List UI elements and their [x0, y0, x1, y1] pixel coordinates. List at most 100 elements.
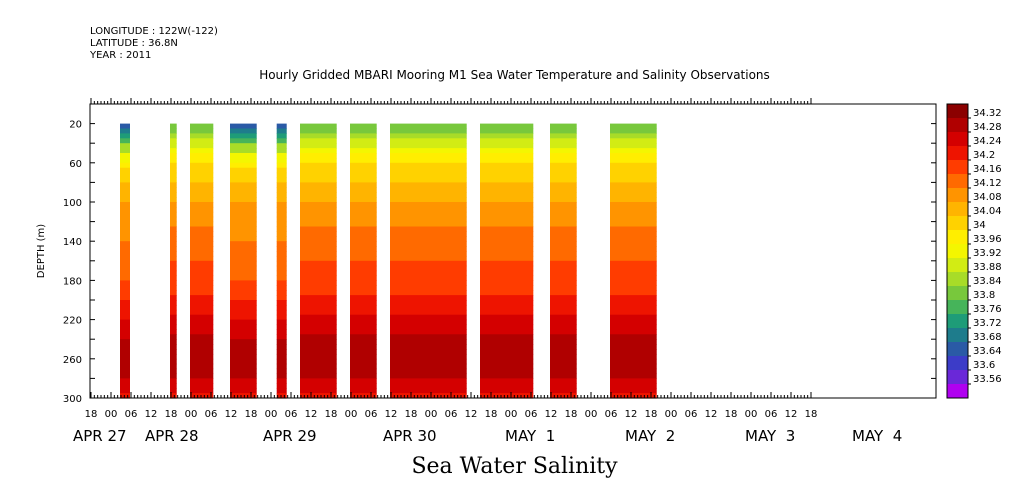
data-segment-7-cell	[390, 167, 467, 174]
data-segment-5-cell	[300, 202, 337, 208]
data-segment-7-cell	[390, 221, 467, 228]
x-tick-label: 00	[345, 409, 358, 420]
x-tick-label: 06	[125, 409, 138, 420]
data-segment-9-cell	[550, 246, 577, 252]
data-segment-9-cell	[550, 211, 577, 218]
data-segment-0-cell	[120, 202, 130, 208]
data-segment-6-cell	[350, 295, 377, 301]
data-segment-4-cell	[276, 319, 287, 326]
data-segment-6-cell	[350, 221, 377, 228]
data-segment-2-cell	[190, 378, 214, 384]
data-segment-5-cell	[300, 334, 337, 340]
data-segment-6-cell	[350, 162, 377, 169]
data-segment-9-cell	[550, 221, 577, 228]
data-segment-0-cell	[120, 300, 130, 306]
x-date-label: APR 28	[145, 427, 199, 445]
data-segment-5-cell	[300, 285, 337, 291]
x-tick-label: 06	[205, 409, 218, 420]
data-segment-4-cell	[276, 182, 287, 188]
data-segment-7-cell	[390, 329, 467, 335]
data-segment-10-cell	[610, 221, 657, 228]
colorbar-label: 33.96	[973, 234, 1002, 245]
data-segment-3-cell	[230, 344, 257, 350]
colorbar-swatch	[947, 104, 968, 119]
data-segment-7-cell	[390, 339, 467, 345]
data-segment-3-cell	[230, 388, 257, 394]
data-segment-5-cell	[300, 192, 337, 198]
data-segment-5-cell	[300, 226, 337, 232]
data-segment-7-cell	[390, 363, 467, 370]
data-segment-1-cell	[170, 339, 177, 345]
data-segment-0-cell	[120, 353, 130, 360]
data-segment-2-cell	[190, 246, 214, 252]
data-segment-2-cell	[190, 280, 214, 286]
data-segment-4-cell	[276, 275, 287, 281]
data-segment-7-cell	[390, 157, 467, 164]
data-segment-8-cell	[480, 388, 534, 394]
plot-area	[120, 123, 657, 399]
data-segment-9-cell	[550, 197, 577, 203]
data-segment-1-cell	[170, 309, 177, 316]
data-segment-8-cell	[480, 393, 534, 399]
data-segment-10-cell	[610, 187, 657, 193]
data-segment-0-cell	[120, 280, 130, 286]
data-segment-5-cell	[300, 309, 337, 316]
data-segment-0-cell	[120, 383, 130, 389]
data-segment-10-cell	[610, 133, 657, 139]
data-segment-1-cell	[170, 211, 177, 218]
data-segment-3-cell	[230, 324, 257, 330]
data-segment-5-cell	[300, 378, 337, 384]
data-segment-10-cell	[610, 334, 657, 340]
data-segment-0-cell	[120, 157, 130, 164]
data-segment-8-cell	[480, 216, 534, 223]
data-segment-3-cell	[230, 329, 257, 335]
data-segment-3-cell	[230, 143, 257, 149]
data-segment-10-cell	[610, 353, 657, 360]
data-segment-6-cell	[350, 339, 377, 345]
data-segment-2-cell	[190, 206, 214, 213]
data-segment-6-cell	[350, 280, 377, 286]
data-segment-10-cell	[610, 226, 657, 232]
data-segment-8-cell	[480, 319, 534, 326]
data-segment-3-cell	[230, 241, 257, 247]
data-segment-10-cell	[610, 388, 657, 394]
data-segment-10-cell	[610, 290, 657, 296]
data-segment-10-cell	[610, 309, 657, 316]
data-segment-1-cell	[170, 153, 177, 159]
x-tick-label: 12	[625, 409, 638, 420]
data-segment-0-cell	[120, 128, 130, 134]
colorbar-label: 33.88	[973, 262, 1002, 273]
plot-frame	[89, 103, 937, 399]
data-segment-7-cell	[390, 128, 467, 134]
data-segment-5-cell	[300, 393, 337, 399]
data-segment-2-cell	[190, 153, 214, 159]
data-segment-7-cell	[390, 260, 467, 267]
data-segment-8-cell	[480, 304, 534, 311]
chart-title: Hourly Gridded MBARI Mooring M1 Sea Wate…	[259, 68, 770, 82]
data-segment-5-cell	[300, 123, 337, 130]
data-segment-5-cell	[300, 255, 337, 262]
data-segment-6-cell	[350, 251, 377, 257]
data-segment-3-cell	[230, 133, 257, 139]
data-segment-5-cell	[300, 162, 337, 169]
data-segment-7-cell	[390, 148, 467, 154]
x-tick-label: 06	[765, 409, 778, 420]
data-segment-10-cell	[610, 265, 657, 272]
data-segment-9-cell	[550, 275, 577, 281]
data-segment-1-cell	[170, 275, 177, 281]
data-segment-9-cell	[550, 133, 577, 139]
data-segment-0-cell	[120, 378, 130, 384]
data-segment-0-cell	[120, 123, 130, 130]
data-segment-8-cell	[480, 270, 534, 277]
data-segment-2-cell	[190, 192, 214, 198]
data-segment-6-cell	[350, 177, 377, 183]
data-segment-6-cell	[350, 363, 377, 370]
y-tick-label: 60	[69, 159, 82, 170]
colorbar-swatch	[947, 356, 968, 371]
data-segment-7-cell	[390, 334, 467, 340]
data-segment-10-cell	[610, 206, 657, 213]
data-segment-7-cell	[390, 177, 467, 183]
y-tick-label: 220	[63, 316, 82, 327]
data-segment-8-cell	[480, 182, 534, 188]
data-segment-7-cell	[390, 368, 467, 375]
